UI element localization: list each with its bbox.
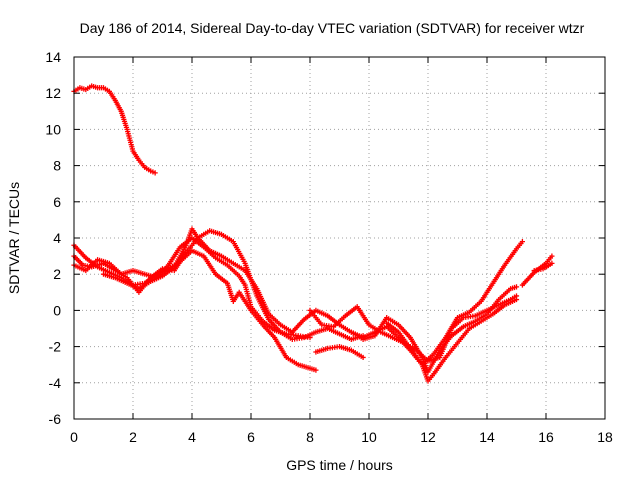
x-tick-label: 16 <box>538 429 554 445</box>
data-point <box>513 296 520 303</box>
x-tick-label: 14 <box>479 429 495 445</box>
series-track-g <box>348 284 520 375</box>
chart-title: Day 186 of 2014, Sidereal Day-to-day VTE… <box>80 20 585 36</box>
x-tick-label: 0 <box>70 429 78 445</box>
x-tick-label: 6 <box>247 429 255 445</box>
y-tick-label: 4 <box>53 230 61 246</box>
x-tick-label: 4 <box>188 429 196 445</box>
series-track-i <box>313 344 366 361</box>
series-track-e <box>100 226 525 368</box>
y-tick-label: 14 <box>45 49 61 65</box>
data-point <box>360 354 366 361</box>
data-point <box>307 334 313 341</box>
data-point <box>549 253 555 259</box>
data-point <box>313 367 319 373</box>
x-axis-label: GPS time / hours <box>286 457 393 473</box>
series-track-h <box>384 296 520 384</box>
y-axis-label: SDTVAR / TECUs <box>6 182 22 294</box>
y-tick-label: 6 <box>53 194 61 210</box>
y-tick-label: -2 <box>49 339 62 355</box>
y-tick-label: 0 <box>53 302 61 318</box>
data-point <box>152 170 158 176</box>
x-tick-label: 18 <box>597 429 613 445</box>
data-point <box>519 239 525 245</box>
series-group <box>71 83 555 384</box>
grid <box>74 57 605 419</box>
data-point <box>549 260 555 266</box>
plot-frame <box>73 56 606 420</box>
x-tick-label: 10 <box>361 429 377 445</box>
series-track-a <box>71 83 158 176</box>
x-tick-label: 12 <box>420 429 436 445</box>
x-tick-label: 2 <box>129 429 137 445</box>
y-tick-label: 8 <box>53 158 61 174</box>
y-tick-label: 10 <box>45 121 61 137</box>
x-tick-label: 8 <box>306 429 314 445</box>
series-track-d <box>71 235 313 341</box>
tick-group: 0 2 4 6 8 10 12 14 16 18 -6 -4 -2 0 2 4 6 8 10 12 14 <box>45 49 613 445</box>
data-point <box>513 284 520 290</box>
y-tick-label: -4 <box>49 375 62 391</box>
y-tick-label: -6 <box>49 411 62 427</box>
series-track-k <box>531 260 555 274</box>
y-tick-label: 2 <box>53 266 61 282</box>
y-tick-label: 12 <box>45 85 61 101</box>
